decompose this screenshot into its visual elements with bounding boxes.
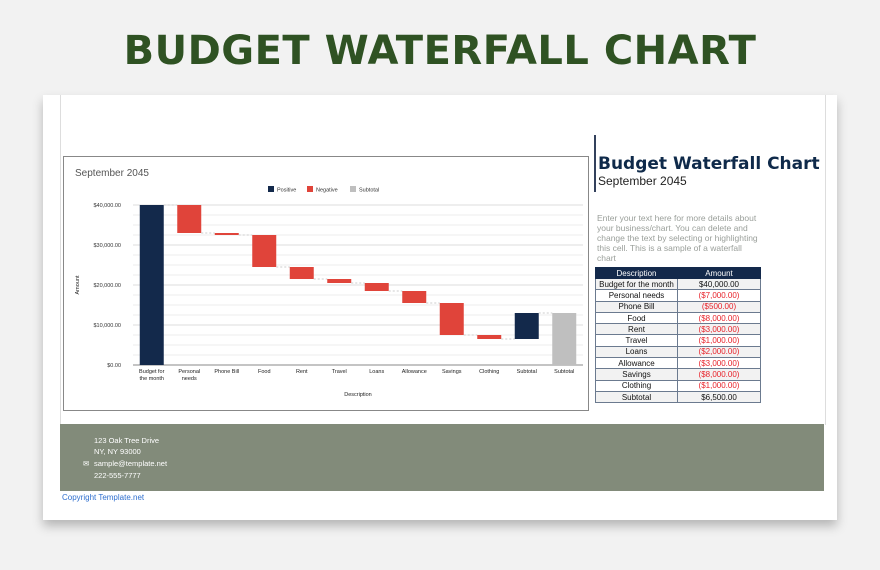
bar-negative (252, 235, 277, 267)
amount-cell[interactable]: ($1,000.00) (677, 379, 761, 392)
bar-positive (514, 313, 539, 339)
description-cell[interactable]: Savings (595, 368, 678, 381)
panel-subtitle: September 2045 (598, 174, 687, 188)
table-row: Clothing ($1,000.00) (595, 379, 761, 392)
panel-description[interactable]: Enter your text here for more details ab… (597, 213, 758, 263)
copyright-link[interactable]: Copyright Template.net (62, 493, 145, 502)
amount-cell[interactable]: ($3,000.00) (677, 323, 761, 336)
y-tick-label: $20,000.00 (93, 283, 121, 289)
y-tick-label: $30,000.00 (93, 243, 121, 249)
x-tick-label: Subtotal (554, 369, 574, 375)
description-cell[interactable]: Loans (595, 345, 678, 359)
table-row: Subtotal $6,500.00 (595, 390, 761, 404)
table-row: Personal needs ($7,000.00) (595, 289, 761, 302)
x-tick-label: Personal needs (178, 369, 200, 382)
legend-label: Positive (277, 188, 296, 194)
bar-negative (402, 291, 427, 303)
x-tick-label: Rent (296, 369, 308, 375)
x-tick-label: Phone Bill (214, 369, 239, 375)
description-cell[interactable]: Budget for the month (595, 277, 678, 291)
bar-negative (214, 233, 239, 235)
x-tick-label: Travel (332, 369, 347, 375)
panel-title: Budget Waterfall Chart (598, 154, 820, 174)
table-row: Phone Bill ($500.00) (595, 300, 761, 313)
bar-positive (139, 205, 164, 365)
description-cell[interactable]: Subtotal (595, 390, 678, 404)
bar-negative (477, 335, 502, 339)
page-title: BUDGET WATERFALL CHART (123, 28, 757, 74)
legend-label: Subtotal (359, 188, 379, 194)
description-cell[interactable]: Allowance (595, 357, 678, 370)
table-row: Food ($8,000.00) (595, 311, 761, 325)
x-tick-label: Food (258, 369, 271, 375)
description-cell[interactable]: Travel (595, 334, 678, 347)
y-tick-label: $10,000.00 (93, 323, 121, 329)
table-row: Savings ($8,000.00) (595, 368, 761, 381)
x-axis-title: Description (344, 392, 372, 398)
description-cell[interactable]: Clothing (595, 379, 678, 392)
bar-negative (439, 303, 464, 335)
amount-cell[interactable]: ($3,000.00) (677, 357, 761, 370)
amount-cell[interactable]: ($7,000.00) (677, 289, 761, 302)
amount-cell[interactable]: ($8,000.00) (677, 368, 761, 381)
header-amount: Amount (677, 267, 761, 279)
amount-cell[interactable]: ($500.00) (677, 300, 761, 313)
description-cell[interactable]: Rent (595, 323, 678, 336)
sheet-area (60, 95, 826, 425)
bar-negative (327, 279, 352, 283)
description-cell[interactable]: Phone Bill (595, 300, 678, 313)
bar-negative (289, 267, 314, 279)
footer: 123 Oak Tree Drive NY, NY 93000 ✉ sample… (60, 424, 824, 491)
legend-swatch-subtotal (350, 186, 356, 192)
amount-cell[interactable]: $6,500.00 (677, 390, 761, 404)
y-axis-title: Amount (75, 275, 81, 294)
bar-negative (177, 205, 202, 233)
y-tick-label: $40,000.00 (93, 203, 121, 209)
address-line-2: NY, NY 93000 (94, 447, 141, 456)
address-line-1: 123 Oak Tree Drive (94, 436, 160, 445)
amount-cell[interactable]: ($1,000.00) (677, 334, 761, 347)
mail-icon: ✉ (83, 459, 90, 468)
phone: 222-555-7777 (94, 471, 141, 480)
accent-bar (594, 135, 596, 192)
amount-cell[interactable]: ($2,000.00) (677, 345, 761, 359)
amount-cell[interactable]: ($8,000.00) (677, 311, 761, 325)
waterfall-chart: September 2045 $0.00 $10,000.00 $20,000.00 $… (75, 168, 583, 398)
table-row: Loans ($2,000.00) (595, 345, 761, 359)
x-tick-label: Loans (369, 369, 384, 375)
x-tick-label: Savings (442, 369, 462, 375)
description-cell[interactable]: Personal needs (595, 289, 678, 302)
budget-table: Description Amount Budget for the month $… (595, 267, 761, 404)
bar-negative (364, 283, 389, 291)
email[interactable]: sample@template.net (94, 459, 168, 468)
legend-swatch-positive (268, 186, 274, 192)
legend-label: Negative (316, 188, 338, 194)
x-tick-label: Clothing (479, 369, 499, 375)
table-row: Rent ($3,000.00) (595, 323, 761, 336)
header-description: Description (595, 267, 678, 279)
chart-title: September 2045 (75, 168, 149, 179)
bar-subtotal (552, 313, 577, 365)
table-row: Travel ($1,000.00) (595, 334, 761, 347)
amount-cell[interactable]: $40,000.00 (677, 277, 761, 291)
x-tick-label: Budget for the month (139, 369, 165, 382)
table-row: Budget for the month $40,000.00 (595, 277, 761, 291)
table-row: Allowance ($3,000.00) (595, 357, 761, 370)
legend-swatch-negative (307, 186, 313, 192)
x-tick-label: Allowance (402, 369, 427, 375)
y-tick-label: $0.00 (107, 363, 121, 369)
x-tick-label: Subtotal (517, 369, 537, 375)
description-cell[interactable]: Food (595, 311, 678, 325)
